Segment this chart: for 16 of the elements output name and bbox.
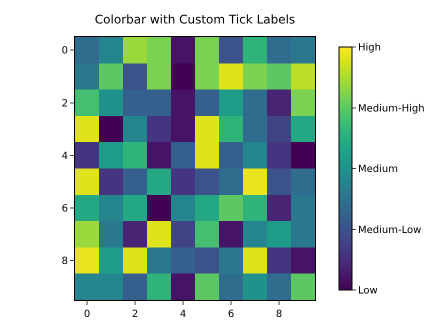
x-tick-label: 2: [132, 309, 138, 320]
x-tick-label: 6: [228, 309, 234, 320]
color-bar-label: Medium-High: [358, 103, 425, 114]
y-tick-label: 4: [62, 150, 68, 162]
chart-title: Colorbar with Custom Tick Labels: [94, 12, 296, 27]
y-tick-label: 0: [62, 46, 68, 57]
color-bar-label: Medium: [358, 164, 398, 175]
color-bar-label: High: [358, 42, 381, 54]
x-tick-label: 0: [84, 309, 90, 320]
y-tick-label: 6: [62, 203, 68, 214]
y-tick-label: 2: [62, 98, 68, 110]
y-tick-label: 8: [62, 256, 68, 268]
x-tick-label: 8: [276, 309, 282, 320]
color-bar-label: Low: [358, 286, 378, 296]
x-tick-label: 4: [180, 309, 186, 320]
color-bar-label: Medium-Low: [358, 224, 422, 236]
